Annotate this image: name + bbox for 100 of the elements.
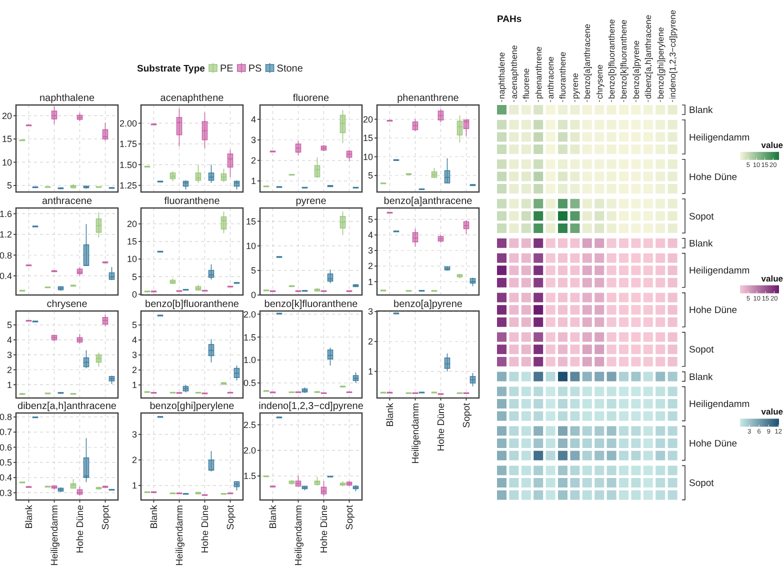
chart-title: chrysene [46,299,88,310]
y-tick-label: 0 [132,289,137,300]
y-tick-label: 4 [368,230,373,240]
x-tick-label: Sopot [462,402,473,428]
y-tick-label: 1 [250,176,256,186]
x-tick-label: Hohe Düne [200,505,212,554]
x-axis-title: PAHs [497,14,522,25]
x-tick-label: benzo[a]pyrene [630,40,641,99]
x-tick-label: fluoranthene [558,51,568,99]
y-tick-label: 1.5 [243,471,256,482]
chart-title: benzo[a]pyrene [394,299,463,310]
y-tick-label: 2 [250,156,256,166]
y-tick-label: 15 [2,134,12,144]
y-tick-label: 2 [368,336,373,347]
y-tick-label: 5 [368,170,373,181]
y-tick-label: 0.6 [0,442,12,452]
y-tick-label: 1.6 [0,208,12,219]
x-tick-label: Heiligendamm [50,504,61,566]
color-bar-title: value [761,406,783,417]
y-tick-label: 5 [368,214,373,225]
y-tick-label: 2 [132,365,137,376]
y-tick-label: Hohe Düne [689,172,738,183]
chart-title: benzo[b]fluoranthene [145,299,240,310]
y-tick-label: 1.50 [119,160,137,170]
x-tick-label: acenaphthene [508,44,519,99]
y-tick-label: Heiligendamm [689,132,750,144]
y-tick-label: 10 [362,152,373,162]
y-tick-label: 15 [246,216,256,226]
y-tick-label: 0.4 [0,472,12,483]
x-tick-label: benzo[k]fluoranthene [618,19,629,99]
x-tick-label: benzo[a]anthracene [582,24,592,99]
y-tick-label: 5 [132,272,137,282]
y-tick-label: Hohe Düne [689,305,738,316]
y-tick-label: Sopot [689,344,714,356]
chart-title: benzo[k]fluoranthene [264,299,358,310]
y-tick-label: 10 [246,240,256,251]
chart-title: anthracene [42,196,92,207]
y-tick-label: 5 [6,180,12,191]
x-tick-label: Blank [268,504,280,529]
y-tick-label: Sopot [689,478,714,490]
y-tick-label: 4 [132,335,137,346]
y-tick-label: 1.25 [119,180,137,191]
y-tick-label: Blank [689,372,714,383]
y-tick-label: Heiligendamm [689,266,750,277]
x-tick-label: indeno[1,2,3−cd]pyrene [668,10,678,99]
y-tick-label: 2.0 [243,309,256,320]
y-tick-label: 0.8 [0,250,12,260]
legend-label: Stone [276,64,304,74]
y-tick-label: 20 [2,110,12,121]
y-tick-label: 2 [6,364,12,375]
y-tick-label: Sopot [689,211,714,222]
y-tick-label: 1 [132,480,137,491]
y-tick-label: 4 [6,335,12,345]
y-tick-label: 3 [368,246,373,256]
x-tick-label: Sopot [100,504,112,530]
y-tick-label: 4 [250,114,256,125]
y-tick-label: 1.2 [0,230,12,240]
x-tick-label: dibenz[a,h]anthracene [643,14,654,99]
chart-title: fluoranthene [164,196,220,207]
y-tick-label: 10 [2,157,12,168]
x-tick-label: Sopot [226,504,237,530]
y-tick-label: 5 [250,266,256,276]
x-tick-label: Sopot [344,504,356,530]
y-tick-label: 3 [132,350,137,360]
y-tick-label: 0.5 [243,378,256,388]
x-tick-label: benzo[ghi]perylene [655,26,666,99]
x-tick-label: fluorene [521,68,532,99]
y-tick-label: 3 [250,135,256,146]
x-tick-label: Blank [149,504,160,529]
y-tick-label: 10 [126,254,137,264]
x-tick-label: pyrene [570,72,580,99]
y-tick-label: 2.5 [243,420,256,430]
y-tick-label: 2 [132,455,137,466]
y-tick-label: Blank [689,238,714,250]
y-tick-label: 2 [368,261,373,272]
x-tick-label: benzo[b]fluoranthene [606,18,617,99]
y-tick-label: 2.00 [119,118,137,128]
y-tick-label: 0.4 [0,270,12,281]
y-tick-label: 5 [6,320,12,330]
y-tick-label: 1.75 [119,139,137,150]
y-tick-label: 5 [132,320,137,330]
y-tick-label: 0.8 [0,412,12,422]
legend-label: PS [248,64,262,74]
y-tick-label: 1 [132,380,137,390]
y-tick-label: Blank [689,105,714,116]
y-tick-label: 1 [368,276,373,287]
y-tick-label: 0.3 [0,488,12,498]
x-tick-label: phenanthrene [533,46,544,99]
y-tick-label: 3 [6,350,12,360]
x-tick-label: chrysene [594,64,604,99]
y-tick-label: 1 [6,380,12,390]
x-tick-label: anthracene [546,56,556,99]
legend-title: Substrate Type [137,63,205,74]
x-tick-label: Heiligendamm [174,504,186,566]
y-tick-label: 0.5 [0,458,12,468]
x-tick-label: Hohe Düne [319,505,330,554]
x-tick-label: Hohe Düne [436,403,448,452]
y-tick-label: 2.0 [243,446,256,456]
legend-label: PE [220,64,234,74]
y-tick-label: 0.7 [0,427,12,438]
